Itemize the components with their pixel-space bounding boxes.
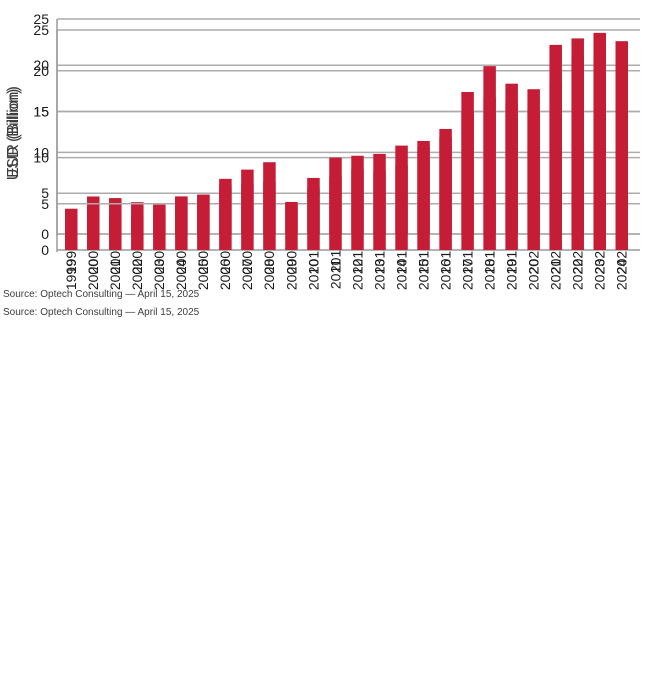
bar-2008 [263, 162, 276, 250]
bar-2014 [395, 145, 408, 250]
x-tick-label-2018: 2018 [481, 259, 497, 290]
y-tick-label-0: 0 [41, 226, 49, 242]
y-tick-label-15: 15 [33, 104, 49, 120]
bar-2005 [197, 194, 210, 250]
bar-2007 [241, 169, 254, 250]
x-tick-label-2000: 2000 [85, 259, 101, 290]
x-tick-label-1999: 1999 [63, 259, 79, 290]
x-tick-label-2020: 2020 [525, 259, 541, 290]
bar-2000 [87, 210, 100, 250]
bar-2002 [131, 215, 144, 250]
x-tick-label-2006: 2006 [217, 259, 233, 290]
bar-2013 [373, 153, 386, 250]
x-tick-label-2013: 2013 [371, 259, 387, 290]
bar-2016 [439, 128, 452, 250]
bar-2003 [153, 211, 166, 250]
x-tick-label-2024: 2024 [614, 259, 630, 290]
x-tick-label-2016: 2016 [437, 259, 453, 290]
x-tick-label-2019: 2019 [503, 259, 519, 290]
bar-2017 [461, 91, 474, 250]
bar-1999 [65, 219, 78, 250]
source-note-usd: Source: Optech Consulting — April 15, 20… [3, 307, 200, 318]
x-tick-label-2003: 2003 [151, 259, 167, 290]
bar-2011 [329, 157, 342, 250]
y-tick-label-25: 25 [33, 22, 49, 38]
x-tick-label-2023: 2023 [592, 259, 608, 290]
x-tick-label-2008: 2008 [261, 259, 277, 290]
bar-2018 [483, 66, 496, 251]
bar-2012 [351, 155, 364, 250]
bar-2006 [219, 178, 232, 250]
bar-2004 [175, 196, 188, 250]
bar-2010 [307, 177, 320, 250]
x-tick-label-2009: 2009 [283, 259, 299, 290]
y-tick-label-20: 20 [33, 63, 49, 79]
y-tick-label-10: 10 [33, 144, 49, 160]
x-tick-label-2001: 2001 [107, 259, 123, 290]
x-tick-label-2015: 2015 [415, 259, 431, 290]
y-tick-label-20: 20 [33, 57, 49, 73]
bar-2022 [571, 38, 584, 251]
bar-2024 [615, 41, 628, 251]
bar-2021 [549, 44, 562, 250]
y-tick-label-15: 15 [33, 103, 49, 119]
x-tick-label-2004: 2004 [173, 259, 189, 290]
y-tick-label-0: 0 [41, 242, 49, 258]
bar-2001 [109, 213, 122, 250]
x-tick-label-2002: 2002 [129, 259, 145, 290]
x-tick-label-2017: 2017 [459, 259, 475, 290]
y-axis-title-usd: USD (Billion) [5, 89, 22, 181]
x-tick-label-2012: 2012 [349, 259, 365, 290]
y-tick-label-5: 5 [41, 196, 49, 212]
bar-2009 [285, 201, 298, 250]
bar-2020 [527, 89, 540, 250]
x-tick-label-2011: 2011 [327, 259, 343, 289]
bar-2015 [417, 140, 430, 250]
x-tick-label-2005: 2005 [195, 259, 211, 290]
y-tick-label-25: 25 [33, 11, 49, 27]
y-tick-label-10: 10 [33, 150, 49, 166]
x-tick-label-2007: 2007 [239, 259, 255, 290]
bar-2023 [593, 32, 606, 250]
y-tick-label-5: 5 [41, 185, 49, 201]
y-axis-title-eur: EUR (Billion) [5, 86, 22, 178]
x-tick-label-2022: 2022 [570, 259, 586, 290]
x-tick-label-2014: 2014 [393, 259, 409, 290]
x-tick-label-2010: 2010 [305, 259, 321, 290]
x-tick-label-2021: 2021 [547, 259, 563, 290]
bar-2019 [505, 83, 518, 251]
source-note-eur: Source: Optech Consulting — April 15, 20… [3, 289, 200, 300]
